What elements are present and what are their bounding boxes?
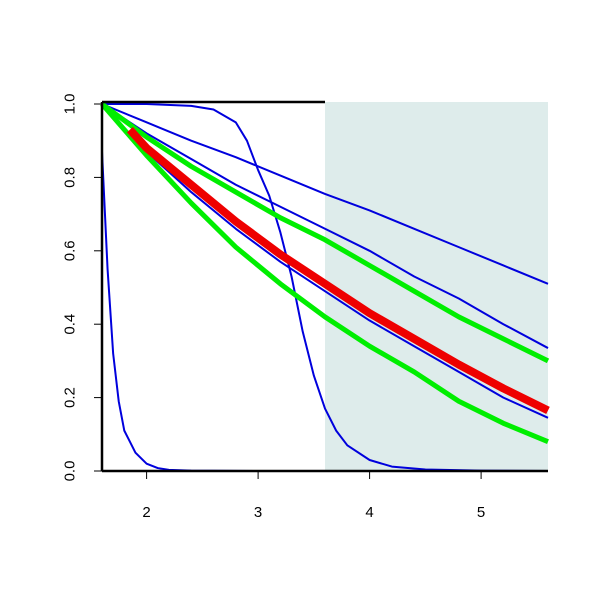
line-series: [101, 103, 549, 349]
y-tick-label: 0.8: [62, 167, 79, 188]
x-tick-label: 5: [477, 504, 485, 521]
x-tick-label: 3: [254, 504, 262, 521]
y-tick-label: 0.6: [62, 240, 79, 261]
line-series: [101, 103, 549, 285]
line-series: [102, 103, 549, 472]
y-tick-label: 0.4: [62, 314, 79, 335]
y-tick-label: 1.0: [62, 94, 79, 115]
line-series: [126, 126, 550, 415]
y-tick-label: 0.2: [62, 387, 79, 408]
y-tick-label: 0.0: [62, 461, 79, 482]
line-series: [100, 102, 549, 444]
line-series: [101, 103, 549, 419]
line-series: [100, 101, 550, 364]
x-tick-label: 4: [365, 504, 373, 521]
x-tick-label: 2: [142, 504, 150, 521]
